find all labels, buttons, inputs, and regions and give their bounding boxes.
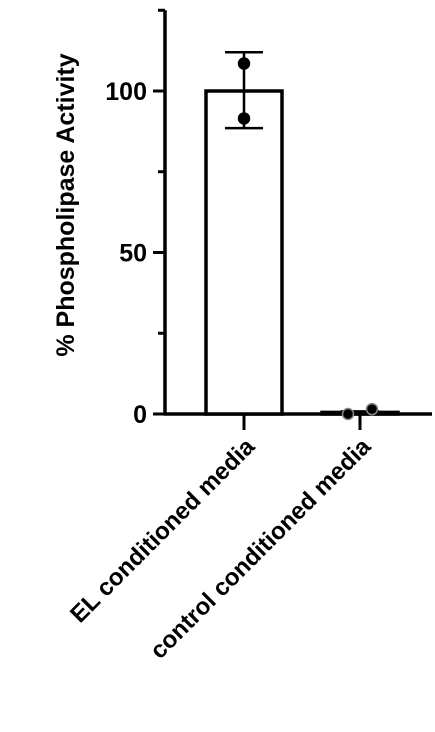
bars: [204, 89, 400, 416]
data-points: [237, 57, 379, 421]
y-tick-label: 0: [133, 401, 147, 429]
bar: [204, 89, 284, 416]
y-tick-label: 100: [105, 78, 147, 106]
data-point: [365, 402, 379, 416]
x-category-label: control conditioned media: [145, 433, 377, 665]
data-point: [237, 57, 251, 70]
y-axis-label: % Phospholipase Activity: [52, 53, 80, 356]
y-axis: 0 50 100: [105, 8, 167, 429]
x-axis: [163, 412, 432, 430]
y-tick-label: 50: [119, 240, 147, 268]
data-point: [237, 112, 251, 125]
data-point: [341, 407, 355, 421]
x-category-label: EL conditioned media: [65, 433, 261, 629]
